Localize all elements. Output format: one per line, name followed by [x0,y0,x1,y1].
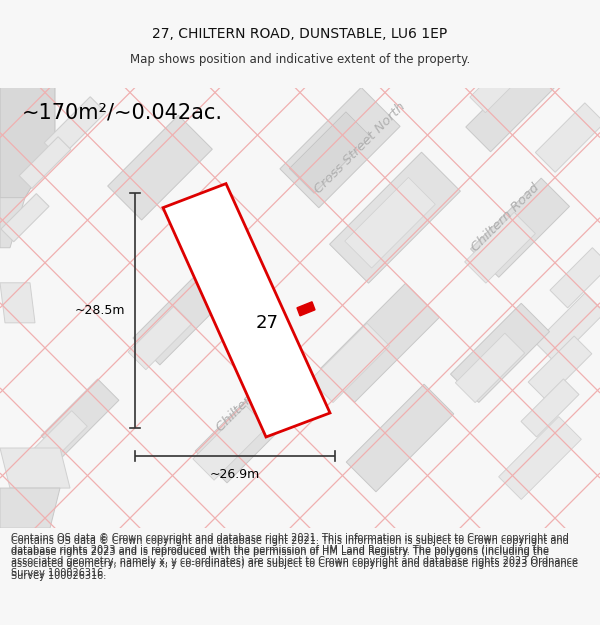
Text: Chiltern Road: Chiltern Road [469,181,542,254]
Text: Map shows position and indicative extent of the property.: Map shows position and indicative extent… [130,53,470,66]
Polygon shape [521,379,579,437]
Polygon shape [280,88,400,208]
Polygon shape [0,488,60,528]
Polygon shape [470,72,510,112]
Polygon shape [163,184,330,437]
Polygon shape [466,63,554,152]
Polygon shape [345,177,435,268]
Polygon shape [310,323,389,402]
Text: Contains OS data © Crown copyright and database right 2021. This information is : Contains OS data © Crown copyright and d… [11,536,578,581]
Polygon shape [470,178,569,278]
Polygon shape [19,137,71,189]
Text: ~170m²/~0.042ac.: ~170m²/~0.042ac. [22,102,223,122]
Polygon shape [44,97,106,158]
Polygon shape [499,417,581,499]
Polygon shape [297,302,315,316]
Polygon shape [346,384,454,492]
Text: 27, CHILTERN ROAD, DUNSTABLE, LU6 1EP: 27, CHILTERN ROAD, DUNSTABLE, LU6 1EP [152,28,448,41]
Text: ~28.5m: ~28.5m [74,304,125,317]
Polygon shape [0,88,55,198]
Polygon shape [535,293,600,362]
Polygon shape [455,333,524,402]
Polygon shape [320,283,439,402]
Polygon shape [535,103,600,172]
Polygon shape [33,411,87,465]
Text: Chiltern Road: Chiltern Road [214,361,287,434]
Polygon shape [1,194,49,242]
Text: Contains OS data © Crown copyright and database right 2021. This information is : Contains OS data © Crown copyright and d… [11,533,578,578]
Polygon shape [41,379,119,457]
Text: 27: 27 [256,314,278,332]
Polygon shape [195,373,305,483]
Polygon shape [329,152,460,283]
Polygon shape [107,115,212,220]
Polygon shape [289,112,371,193]
Polygon shape [133,271,227,365]
Polygon shape [0,198,25,248]
Polygon shape [528,336,592,400]
Polygon shape [0,282,35,323]
Text: Cross Street North: Cross Street North [312,99,408,196]
Polygon shape [128,306,192,370]
Polygon shape [0,448,70,488]
Polygon shape [550,248,600,308]
Polygon shape [193,406,267,480]
Polygon shape [464,213,535,283]
Text: ~26.9m: ~26.9m [210,468,260,481]
Polygon shape [451,303,550,402]
